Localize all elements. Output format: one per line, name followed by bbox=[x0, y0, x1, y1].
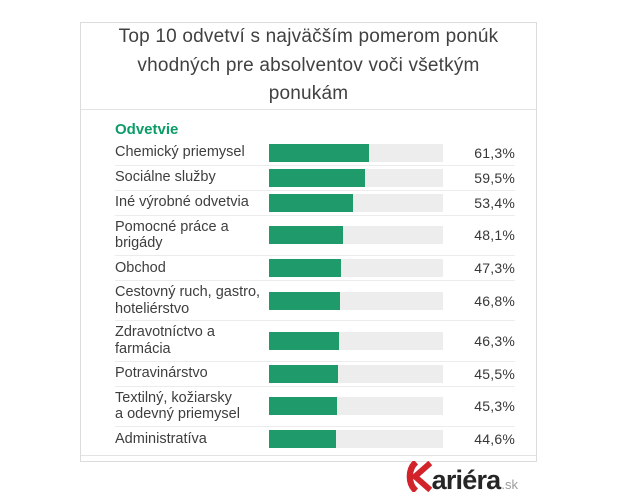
value-label: 48,1% bbox=[474, 227, 515, 244]
logo-k-icon bbox=[406, 460, 432, 492]
value-label: 45,5% bbox=[474, 365, 515, 382]
bar-fill bbox=[269, 226, 343, 245]
bar-track bbox=[269, 429, 443, 448]
category-label: Chemický priemysel bbox=[115, 144, 245, 161]
table-row: Zdravotníctvo a farmácia 46,3% bbox=[115, 321, 515, 362]
bar-fill bbox=[269, 364, 338, 383]
value-label: 53,4% bbox=[474, 194, 515, 211]
bar-track bbox=[269, 397, 443, 416]
value-label: 46,3% bbox=[474, 332, 515, 349]
category-label: Pomocné práce a brigády bbox=[115, 218, 229, 252]
chart-rows: Chemický priemysel 61,3% Sociálne služby 59… bbox=[115, 141, 515, 451]
bar-track bbox=[269, 193, 443, 212]
table-row: Textilný, kožiarsky a odevný priemysel 45… bbox=[115, 387, 515, 427]
bar-fill bbox=[269, 168, 366, 187]
kariera-logo: ariéra .sk bbox=[406, 460, 518, 495]
value-label: 47,3% bbox=[474, 259, 515, 276]
bar-track bbox=[269, 364, 443, 383]
category-label: Potravinárstvo bbox=[115, 365, 208, 382]
bar-fill bbox=[269, 143, 370, 162]
value-label: 59,5% bbox=[474, 169, 515, 186]
logo-tld: .sk bbox=[501, 476, 518, 492]
table-row: Pomocné práce a brigády 48,1% bbox=[115, 216, 515, 256]
bar-fill bbox=[269, 397, 338, 416]
category-label: Zdravotníctvo a farmácia bbox=[115, 324, 215, 357]
title-section: Top 10 odvetví s najväčším pomerom ponúk… bbox=[81, 23, 536, 110]
table-row: Obchod 47,3% bbox=[115, 256, 515, 281]
logo-word: ariéra bbox=[431, 464, 502, 495]
bar-track bbox=[269, 258, 443, 277]
bar-track bbox=[269, 291, 443, 310]
category-label: Textilný, kožiarsky a odevný priemysel bbox=[115, 389, 240, 423]
value-label: 61,3% bbox=[474, 144, 515, 161]
table-row: Sociálne služby 59,5% bbox=[115, 166, 515, 191]
table-row: Iné výrobné odvetvia 53,4% bbox=[115, 191, 515, 216]
table-row: Cestovný ruch, gastro, hoteliérstvo 46,8% bbox=[115, 281, 515, 322]
category-label: Obchod bbox=[115, 259, 166, 276]
bar-track bbox=[269, 331, 443, 350]
column-header: Odvetvie bbox=[115, 120, 179, 138]
bar-track bbox=[269, 143, 443, 162]
category-label: Iné výrobné odvetvia bbox=[115, 194, 249, 211]
category-label: Sociálne služby bbox=[115, 169, 216, 186]
category-label: Administratíva bbox=[115, 430, 207, 447]
table-row: Potravinárstvo 45,5% bbox=[115, 362, 515, 387]
bar-fill bbox=[269, 429, 336, 448]
chart-card: Top 10 odvetví s najväčším pomerom ponúk… bbox=[80, 22, 537, 493]
chart-section: Odvetvie Chemický priemysel 61,3% Sociálne… bbox=[81, 110, 536, 456]
value-label: 44,6% bbox=[474, 430, 515, 447]
bar-fill bbox=[269, 291, 341, 310]
value-label: 45,3% bbox=[474, 398, 515, 415]
table-row: Administratíva 44,6% bbox=[115, 427, 515, 451]
category-label: Cestovný ruch, gastro, hoteliérstvo bbox=[115, 283, 261, 317]
value-label: 46,8% bbox=[474, 292, 515, 309]
chart-title: Top 10 odvetví s najväčším pomerom ponúk… bbox=[118, 26, 499, 104]
bar-fill bbox=[269, 258, 342, 277]
bar-fill bbox=[269, 331, 340, 350]
table-row: Chemický priemysel 61,3% bbox=[115, 141, 515, 166]
bar-track bbox=[269, 168, 443, 187]
footer-section: ariéra .sk bbox=[81, 456, 536, 497]
bar-track bbox=[269, 226, 443, 245]
bar-fill bbox=[269, 193, 354, 212]
